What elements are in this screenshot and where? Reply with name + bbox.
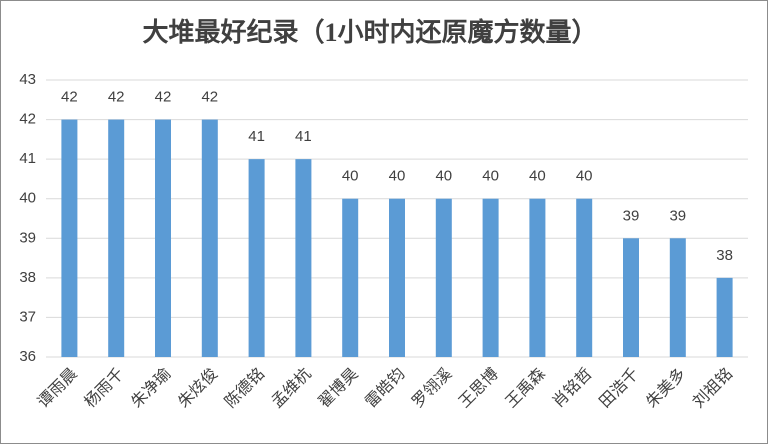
bar xyxy=(435,198,452,357)
bar xyxy=(623,238,639,357)
bar xyxy=(529,198,546,357)
data-label: 41 xyxy=(248,128,265,145)
y-tick-label: 43 xyxy=(19,71,36,88)
data-label: 40 xyxy=(342,168,359,185)
y-tick-label: 38 xyxy=(19,269,36,286)
chart-title: 大堆最好纪录（1小时内还原魔方数量） xyxy=(142,17,597,47)
data-label: 42 xyxy=(61,89,78,106)
data-label: 39 xyxy=(623,207,640,224)
y-tick-label: 40 xyxy=(19,190,36,207)
bar xyxy=(108,119,125,357)
y-tick-label: 39 xyxy=(19,229,36,246)
data-label: 40 xyxy=(529,168,546,185)
data-label: 42 xyxy=(108,89,125,106)
bar xyxy=(342,198,359,357)
bar xyxy=(576,198,593,357)
y-tick-label: 42 xyxy=(19,111,36,128)
bar xyxy=(389,198,405,357)
bar xyxy=(669,238,686,357)
data-label: 39 xyxy=(669,207,686,224)
data-label: 40 xyxy=(389,168,406,185)
bar xyxy=(248,159,265,357)
bar xyxy=(295,159,312,357)
data-label: 40 xyxy=(482,168,499,185)
data-label: 42 xyxy=(155,89,172,106)
bar xyxy=(201,119,218,357)
data-label: 41 xyxy=(295,128,312,145)
data-label: 40 xyxy=(435,168,452,185)
bar xyxy=(61,119,78,357)
bar xyxy=(716,277,733,357)
bar xyxy=(482,198,499,357)
y-tick-label: 36 xyxy=(19,348,36,365)
bar xyxy=(155,119,171,357)
y-tick-label: 41 xyxy=(19,150,36,167)
y-tick-label: 37 xyxy=(19,308,36,325)
data-label: 40 xyxy=(576,168,593,185)
data-label: 42 xyxy=(201,89,218,106)
data-label: 38 xyxy=(716,247,733,264)
